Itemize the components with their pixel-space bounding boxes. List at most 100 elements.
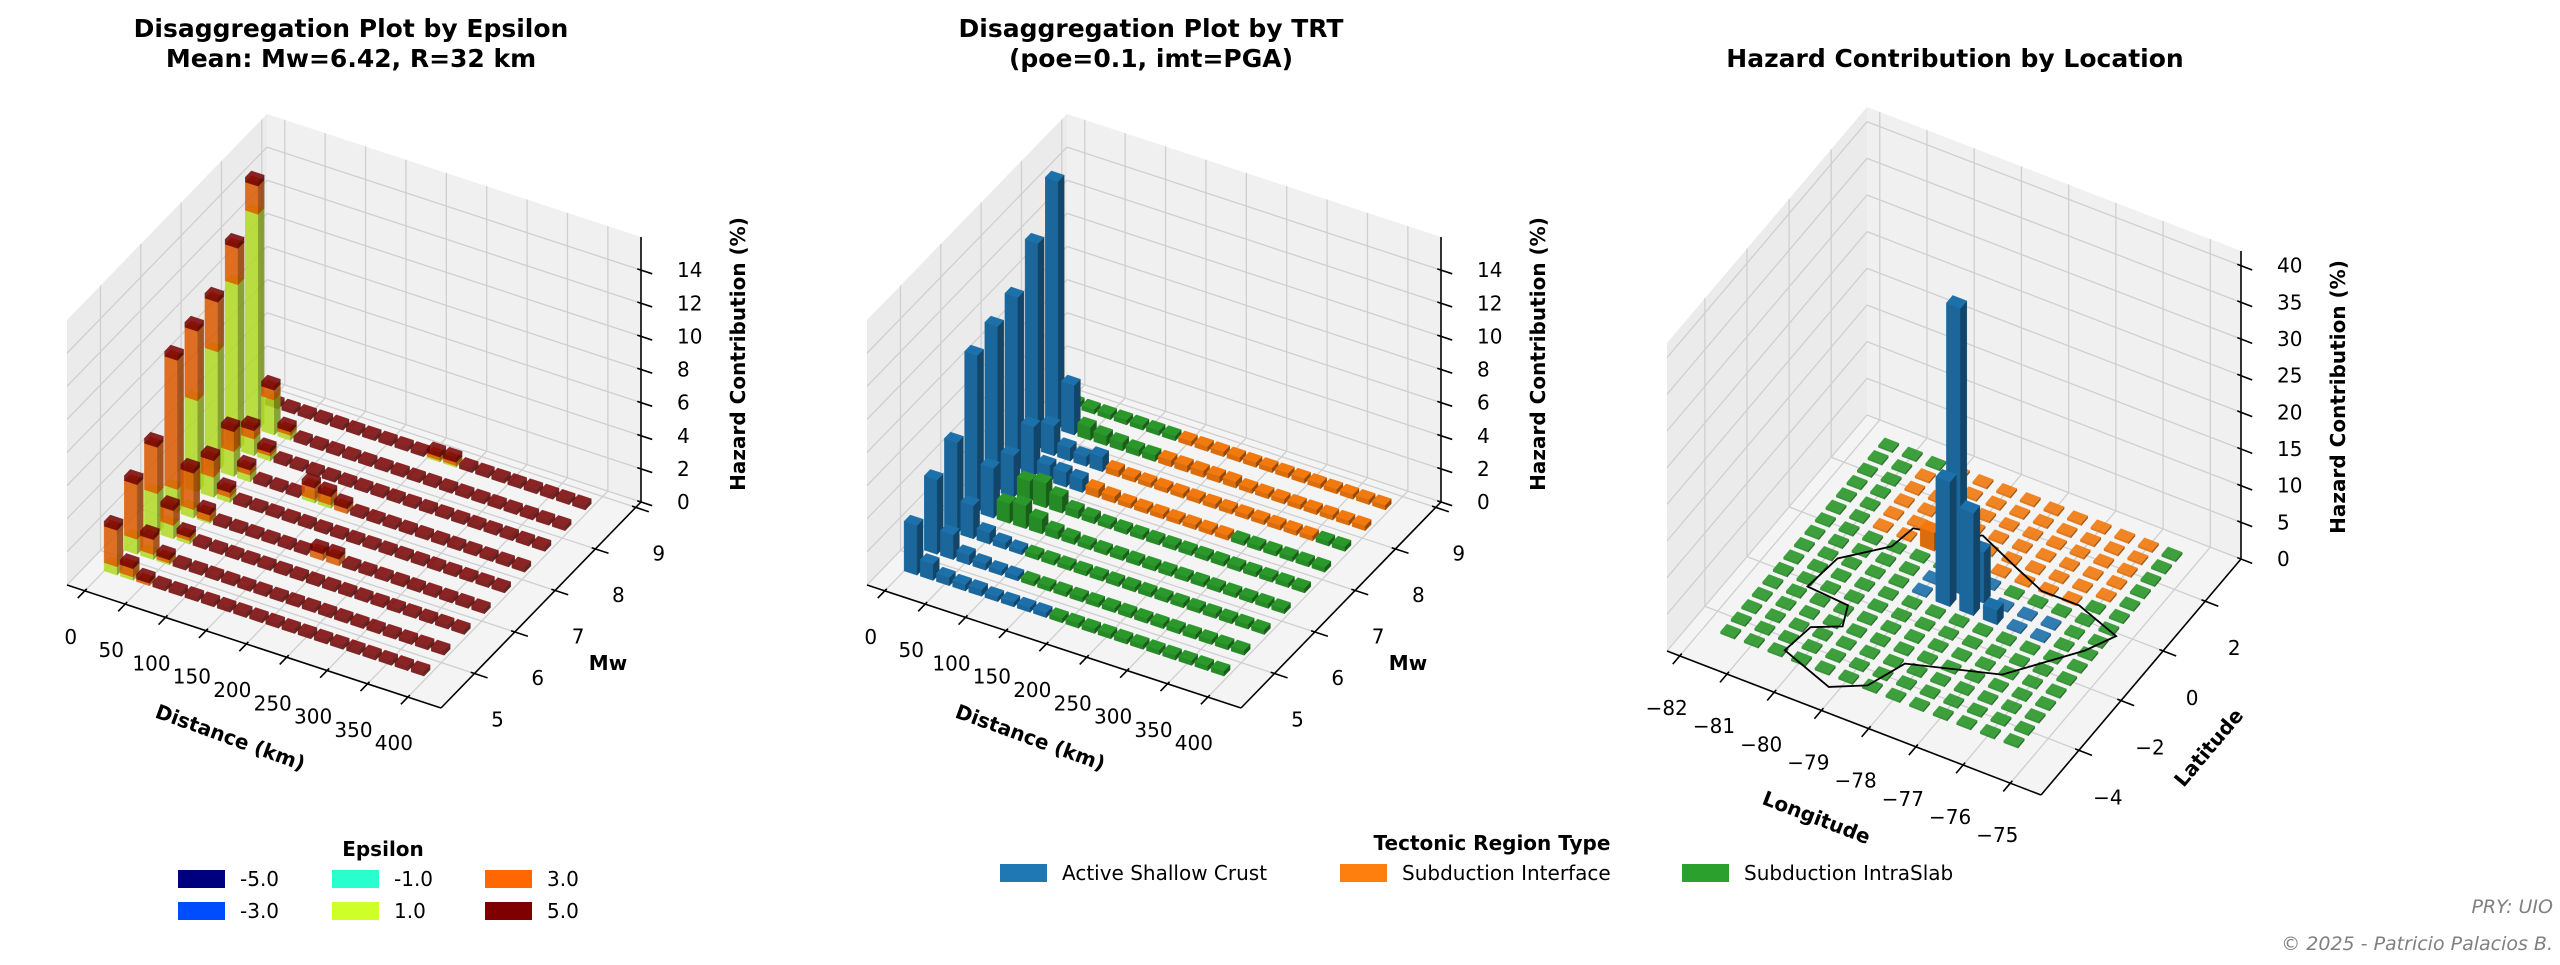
bar-subduction-intraslab [1210,660,1231,677]
panel1-x-tick-label: 400 [375,731,413,755]
bar-subduction-intraslab [1898,560,1920,577]
bar-active-shallow-crust-front-face [944,438,958,534]
bar-epsilon-5.0 [212,513,233,530]
bar-subduction-intraslab [2008,652,2031,669]
bar-epsilon-5.0 [503,499,524,516]
panel3-z-axis-label: Hazard Contribution (%) [2326,260,2350,534]
bar-subduction-intraslab-top-face [2077,645,2099,660]
epsilon-legend-item: -3.0 [178,899,279,923]
panel3-z-tick-label: 0 [2277,547,2290,571]
bar-subduction-intraslab [1893,641,1915,657]
bar-subduction-intraslab-top-face [1867,598,1889,612]
bar-active-shallow-crust-front-face [924,475,938,555]
panel2-gridline [1066,378,1442,503]
panel1-x-tick-label: 350 [334,718,372,742]
bar-subduction-intraslab-top-face [1311,556,1332,568]
bar-epsilon-5.0-top-face [313,628,334,640]
panel3-y-tick-label: −2 [2135,736,2164,760]
bar-subduction-intraslab [1901,594,1923,611]
bar-active-shallow-crust-front-face [1040,421,1055,457]
bar-active-shallow-crust-side-face [1037,236,1045,452]
bar-subduction-interface [1137,472,1158,489]
bar-subduction-interface-top-face [1299,525,1320,537]
panel1-x-tick [400,694,411,705]
bar-subduction-intraslab [1186,597,1207,614]
panel3-floor-pane [1667,415,2241,795]
bar-epsilon-5.0 [361,425,382,442]
bar-epsilon-5.0 [418,608,439,625]
bar-active-shallow-crust-top-face [923,469,944,481]
bar-subduction-intraslab-top-face [1817,545,1839,560]
panel1-bars [103,170,592,677]
panel1-z-tick-label: 8 [677,358,690,382]
bar-subduction-intraslab [1190,571,1211,588]
bar-subduction-intraslab-top-face [1210,550,1231,562]
bar-epsilon-5.0-top-face [253,471,273,483]
bar-epsilon-5.0-top-face [341,445,362,457]
panel1-y-tick [631,505,650,513]
bar-subduction-intraslab-top-face [1901,446,1923,460]
bar-subduction-interface [1287,493,1307,510]
bar-epsilon-5.0-top-face [261,374,281,386]
bar-epsilon-5.0-top-face [168,580,189,592]
bar-subduction-intraslab-top-face [1053,581,1073,593]
bar-subduction-intraslab-top-face [1827,533,1850,547]
bar-subduction-interface [2114,528,2136,545]
bar-subduction-intraslab [1178,649,1199,666]
panel3-y-tick-label: 2 [2228,636,2241,660]
bar-subduction-intraslab-top-face [1862,530,1884,544]
bar-epsilon-3.0-front-face [124,480,138,540]
bar-epsilon-5.0-top-face [487,493,507,505]
bar-subduction-intraslab-top-face [1909,696,1931,710]
panel1-x-tick [198,628,209,639]
bar-epsilon-5.0 [370,482,390,499]
panel1-x-tick [157,614,169,626]
bar-subduction-intraslab-top-face [1938,625,1960,639]
bar-subduction-interface-top-face [2072,578,2094,592]
bar-epsilon-5.0-top-face [216,596,237,608]
bar-subduction-intraslab [1097,403,1118,421]
bar-subduction-interface [2019,492,2041,508]
bar-subduction-intraslab [2013,720,2036,737]
bar-active-shallow-crust-front-face [960,501,974,540]
bar-subduction-interface-top-face [1355,488,1376,500]
bar-epsilon-5.0-top-face [414,634,435,646]
panel2-gridline [900,549,1275,675]
bar-subduction-intraslab-top-face [1854,576,1876,590]
bar-epsilon-5.0-top-face [434,613,455,625]
bar-active-shallow-crust [1016,596,1037,613]
bar-subduction-interface-top-face [1186,487,1206,499]
bar-subduction-intraslab-top-face [1275,572,1295,584]
bar-epsilon-5.0-top-face [277,416,297,428]
bar-subduction-intraslab-top-face [1024,544,1045,556]
bar-epsilon-5.0 [398,519,419,536]
bar-subduction-intraslab [1990,711,2012,728]
bar-subduction-intraslab [1081,506,1102,525]
bar-epsilon-5.0-top-face [297,513,318,525]
bar-epsilon-5.0 [273,560,294,577]
bar-subduction-interface-top-face [1210,441,1231,453]
bar-epsilon-5.0 [337,581,358,598]
bar-subduction-intraslab-top-face [1885,539,1907,553]
bar-epsilon-3.0-side-face [193,466,200,511]
bar-epsilon-5.0 [200,445,221,462]
bar-active-shallow-crust-top-face [1004,286,1025,298]
panel3-gridline [1666,377,1868,615]
panel2-x-axis-line [866,584,1242,709]
bar-epsilon-5.0 [293,430,314,447]
bar-subduction-intraslab-top-face [1206,576,1227,588]
panel3-y-tick [2074,748,2093,757]
bar-epsilon-5.0 [523,478,544,495]
legend-label: 1.0 [394,899,426,923]
bar-subduction-intraslab-top-face [1856,462,1879,476]
bar-subduction-interface-top-face [1085,478,1106,490]
bar-active-shallow-crust-top-face [1000,591,1021,603]
bar-active-shallow-crust-top-face [940,524,960,536]
bar-subduction-interface [2048,568,2070,585]
epsilon-legend-item: 1.0 [332,899,426,923]
bar-epsilon-5.0-top-face [511,556,532,568]
bar-epsilon-5.0 [309,538,330,555]
bar-subduction-intraslab-top-face [1953,680,1975,695]
epsilon-legend-item: 3.0 [485,867,579,891]
bar-subduction-intraslab-top-face [1125,439,1146,450]
